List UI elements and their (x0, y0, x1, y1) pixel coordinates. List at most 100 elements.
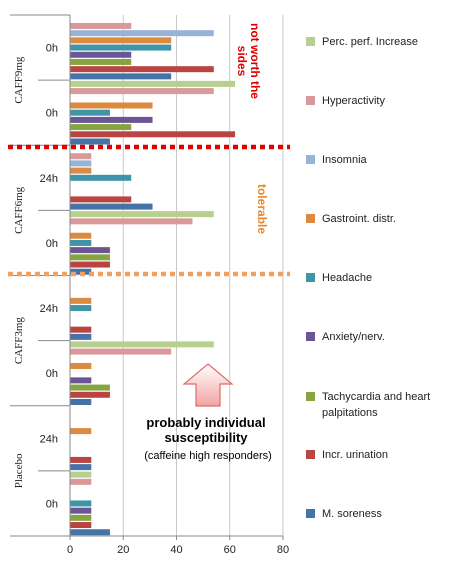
legend-swatch (306, 332, 315, 341)
bar (70, 73, 172, 80)
legend-label: Tachycardia and heart palpitations (322, 391, 431, 419)
bar (70, 391, 110, 398)
bar (70, 522, 92, 529)
bar (70, 529, 110, 536)
legend-label: Incr. urination (322, 449, 389, 461)
group-label: CAFF3mg (13, 317, 25, 365)
bar (70, 51, 132, 58)
group-label: Placebo (13, 453, 25, 488)
bar (70, 66, 214, 73)
bar (70, 203, 153, 210)
bar (70, 218, 193, 225)
legend-item: Gastroint. distr. (306, 211, 456, 227)
legend-swatch (306, 155, 315, 164)
legend-swatch (306, 392, 315, 401)
legend-label: M. soreness (322, 508, 382, 520)
bar (70, 384, 110, 391)
group-label: CAFF6mg (13, 186, 25, 234)
bar (70, 478, 92, 485)
bar (70, 500, 92, 507)
bar (70, 247, 110, 254)
legend-swatch (306, 273, 315, 282)
legend-item: Perc. perf. Increase (306, 34, 456, 50)
legend-label: Headache (322, 272, 373, 284)
bar (70, 297, 92, 304)
bar (70, 398, 92, 405)
bar (70, 22, 132, 29)
bar (70, 167, 92, 174)
bar (70, 261, 110, 268)
legend-item: Hyperactivity (306, 93, 456, 109)
bar (70, 30, 214, 37)
bar (70, 333, 92, 340)
bar (70, 174, 132, 181)
bar (70, 232, 92, 239)
group-label: CAFF9mg (13, 56, 25, 104)
row-label: 0h (46, 498, 58, 510)
annotation-susceptibility: probably individual susceptibility (146, 415, 266, 445)
bar (70, 348, 172, 355)
legend-swatch (306, 450, 315, 459)
legend-swatch (306, 509, 315, 518)
bar (70, 464, 92, 471)
annotation-responders: (caffeine high responders) (144, 450, 272, 462)
annotation-not-worth-text: not worth the sides (235, 23, 262, 99)
bar (70, 428, 92, 435)
bar (70, 109, 110, 116)
legend-item: Headache (306, 270, 456, 286)
bar (70, 239, 92, 246)
bar (70, 37, 172, 44)
annotation-tolerable: tolerable (252, 180, 272, 240)
bar (70, 88, 214, 95)
x-tick-label: 40 (170, 544, 182, 556)
x-tick-label: 0 (67, 544, 73, 556)
legend-item: Anxiety/nerv. (306, 329, 456, 345)
annotation-tolerable-text: tolerable (255, 183, 269, 234)
bar (70, 507, 92, 514)
row-label: 24h (40, 173, 58, 185)
bar (70, 254, 110, 261)
bar (70, 116, 153, 123)
x-tick-label: 60 (224, 544, 236, 556)
bar (70, 305, 92, 312)
x-tick-label: 80 (277, 544, 289, 556)
legend-item: Insomnia (306, 152, 456, 168)
bar (70, 80, 236, 87)
bar (70, 44, 172, 51)
bar (70, 514, 92, 521)
bar (70, 138, 110, 145)
legend-item: M. soreness (306, 506, 456, 522)
row-label: 24h (40, 433, 58, 445)
legend-item: Incr. urination (306, 447, 456, 463)
legend-swatch (306, 37, 315, 46)
legend-swatch (306, 214, 315, 223)
bar (70, 58, 132, 65)
bar (70, 124, 132, 131)
bar (70, 131, 236, 138)
row-label: 0h (46, 43, 58, 55)
arrow-icon (182, 363, 234, 407)
legend-item: Tachycardia and heart palpitations (306, 389, 456, 421)
x-tick-label: 20 (117, 544, 129, 556)
legend-label: Gastroint. distr. (322, 213, 396, 225)
annotation-not-worth: not worth the sides (235, 23, 262, 99)
bar (70, 362, 92, 369)
bar (70, 160, 92, 167)
row-label: 24h (40, 303, 58, 315)
bar (70, 211, 214, 218)
bar (70, 102, 153, 109)
legend-label: Anxiety/nerv. (322, 331, 385, 343)
bar (70, 456, 92, 463)
bar (70, 341, 214, 348)
row-label: 0h (46, 368, 58, 380)
bar (70, 153, 92, 160)
legend-swatch (306, 96, 315, 105)
row-label: 0h (46, 108, 58, 120)
legend-label: Insomnia (322, 154, 367, 166)
bar (70, 377, 92, 384)
row-label: 0h (46, 238, 58, 250)
legend-label: Perc. perf. Increase (322, 36, 418, 48)
bar (70, 196, 132, 203)
bar (70, 268, 92, 275)
